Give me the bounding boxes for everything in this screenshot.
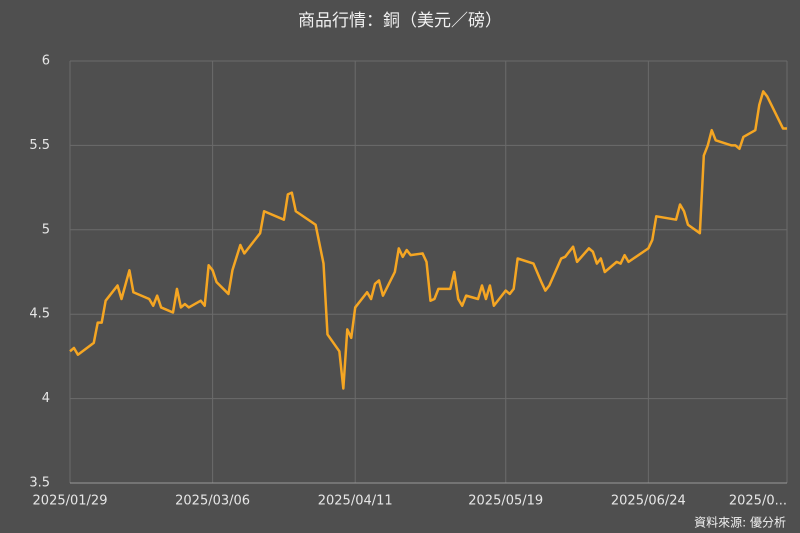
y-tick-label: 5 bbox=[42, 222, 50, 237]
chart-title: 商品行情：銅（美元／磅） bbox=[298, 11, 502, 31]
y-tick-label: 6 bbox=[42, 54, 50, 69]
x-tick-label: 2025/0... bbox=[729, 494, 787, 509]
x-tick-label: 2025/05/19 bbox=[468, 494, 543, 509]
y-tick-label: 4.5 bbox=[29, 307, 50, 322]
x-tick-label: 2025/04/11 bbox=[318, 494, 393, 509]
x-tick-label: 2025/06/24 bbox=[611, 494, 686, 509]
y-tick-label: 3.5 bbox=[29, 476, 50, 491]
y-tick-label: 4 bbox=[42, 391, 50, 406]
source-note: 資料來源: 優分析 bbox=[694, 516, 786, 530]
price-line bbox=[69, 90, 787, 390]
x-tick-label: 2025/03/06 bbox=[175, 494, 250, 509]
x-tick-label: 2025/01/29 bbox=[33, 494, 108, 509]
y-tick-label: 5.5 bbox=[29, 138, 50, 153]
